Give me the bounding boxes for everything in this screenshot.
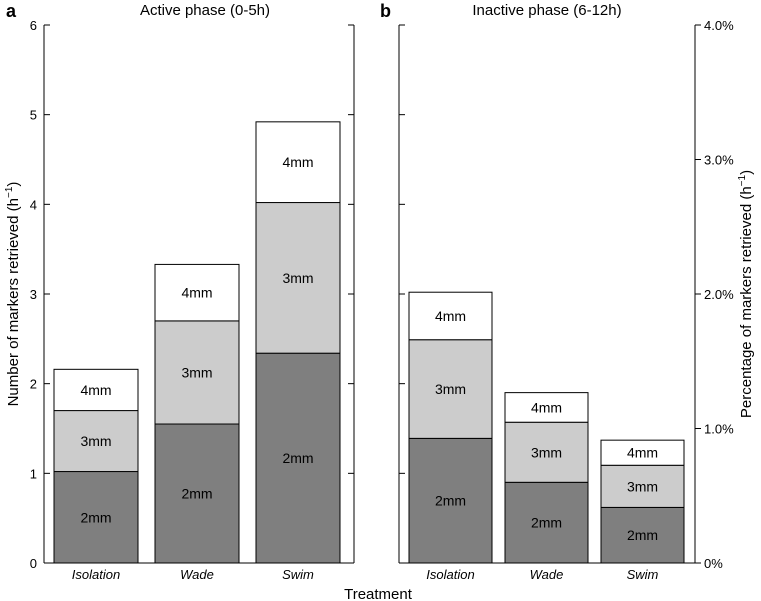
panel-a-y-tick-label: 1: [30, 466, 37, 481]
panel-a-bar-wade-3mm: [154, 320, 240, 425]
y2-axis-title-superscript: −1: [737, 174, 748, 186]
x-axis-title: Treatment: [344, 586, 413, 601]
panel-b-bar-wade-2mm: [504, 481, 589, 564]
panel-a-bar-isolation-2mm: [53, 471, 139, 564]
panel-b-category-label: Swim: [627, 567, 659, 582]
panel-a-bar-wade-2mm: [154, 423, 240, 564]
panel-a-segment-label: 4mm: [282, 154, 313, 170]
panel-a-category-label: Wade: [180, 567, 214, 582]
panel-b-segment-label: 4mm: [435, 308, 466, 324]
panel-a-category-label: Isolation: [72, 567, 120, 582]
panel-b-bars: 2mm 3mm 4mm 2mm 3mm 4mm 2mm 3mm 4mm: [408, 291, 685, 564]
y2-axis-title-close: ): [738, 170, 755, 175]
panel-b-category-labels: Isolation Wade Swim: [426, 567, 658, 582]
panel-b-segment-label: 2mm: [627, 527, 658, 543]
panel-a-bar-isolation-3mm: [53, 410, 139, 473]
panel-a-y-tick-label: 3: [30, 287, 37, 302]
panel-a-title: Active phase (0-5h): [140, 2, 270, 19]
panel-a-category-labels: Isolation Wade Swim: [72, 567, 314, 582]
panel-a-segment-label: 3mm: [80, 433, 111, 449]
y2-axis-title-text: Percentage of markers retrieved (h: [738, 186, 755, 418]
panel-a-bar-swim-4mm: [255, 121, 341, 204]
panel-b-segment-label: 2mm: [435, 493, 466, 509]
panel-b-segment-label: 4mm: [627, 445, 658, 461]
panel-a-category-label: Swim: [282, 567, 314, 582]
panel-b-bar-isolation-2mm: [408, 437, 493, 564]
panel-b-segment-label: 3mm: [627, 478, 658, 494]
panel-b-bar-wade-4mm: [504, 392, 589, 423]
panel-b-y2-tick-label: 4.0%: [704, 18, 734, 33]
panel-a-bars: 2mm 3mm 4mm 2mm 3mm 4mm 2mm 3mm 4mm: [53, 121, 341, 564]
y-axis-title-superscript: −1: [4, 186, 15, 198]
panel-a-letter: a: [6, 1, 17, 21]
panel-a-segment-label: 3mm: [181, 364, 212, 380]
panel-b-segment-label: 3mm: [435, 381, 466, 397]
panel-b-y2-tick-label: 3.0%: [704, 153, 734, 168]
panel-b-title: Inactive phase (6-12h): [472, 2, 621, 19]
panel-a-bar-swim-3mm: [255, 202, 341, 354]
panel-a-y-tick-label: 6: [30, 18, 37, 33]
panel-a-y-ticks: 0 1 2 3 4 5 6: [30, 18, 354, 571]
panel-b-segment-label: 4mm: [531, 399, 562, 415]
panel-a-y-tick-label: 0: [30, 556, 37, 571]
panel-b-y2-tick-label: 1.0%: [704, 422, 734, 437]
panel-b: b Inactive phase (6-12h) 0% 1.0% 2.0% 3.0% 4…: [380, 1, 734, 582]
panel-a-bar-isolation-4mm: [53, 368, 139, 412]
panel-b-segment-label: 2mm: [531, 515, 562, 531]
panel-a-segment-label: 3mm: [282, 270, 313, 286]
panel-b-y-ticks: 0% 1.0% 2.0% 3.0% 4.0%: [399, 18, 734, 571]
panel-a-segment-label: 4mm: [181, 285, 212, 301]
panel-a-bar-wade-4mm: [154, 263, 240, 322]
panel-a-bar-swim-2mm: [255, 352, 341, 564]
panel-b-category-label: Isolation: [426, 567, 474, 582]
y-axis-title: Number of markers retrieved (h−1): [4, 182, 22, 407]
y2-axis-title: Percentage of markers retrieved (h−1): [737, 170, 755, 418]
panel-b-y2-tick-label: 2.0%: [704, 287, 734, 302]
panel-b-category-label: Wade: [530, 567, 564, 582]
panel-a-y-tick-label: 5: [30, 108, 37, 123]
y-axis-title-text: Number of markers retrieved (h: [5, 198, 22, 406]
panel-b-segment-label: 3mm: [531, 444, 562, 460]
panel-b-bar-swim-4mm: [600, 439, 685, 466]
panel-a-segment-label: 2mm: [181, 486, 212, 502]
panel-b-bar-swim-2mm: [600, 506, 685, 564]
panel-b-y2-tick-label: 0%: [704, 556, 723, 571]
y-axis-title-close: ): [5, 182, 22, 187]
panel-a-y-tick-label: 2: [30, 377, 37, 392]
panel-b-bar-isolation-3mm: [408, 339, 493, 439]
panel-a-segment-label: 2mm: [282, 450, 313, 466]
panel-b-letter: b: [380, 1, 391, 21]
panel-a-y-tick-label: 4: [30, 197, 37, 212]
panel-b-bar-isolation-4mm: [408, 291, 493, 341]
panel-b-bar-swim-3mm: [600, 464, 685, 508]
panel-a-segment-label: 4mm: [80, 382, 111, 398]
panel-a-segment-label: 2mm: [80, 509, 111, 525]
